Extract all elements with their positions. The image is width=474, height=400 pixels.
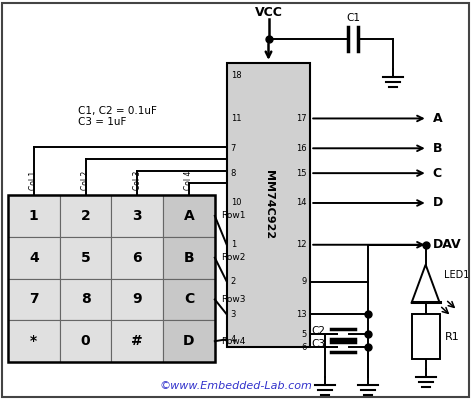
Bar: [8, 278, 60, 320]
Text: A: A: [433, 112, 442, 125]
Text: 18: 18: [231, 71, 241, 80]
Text: 2: 2: [231, 277, 236, 286]
Text: C1: C1: [346, 13, 360, 23]
Bar: [60, 320, 111, 362]
Text: 8: 8: [231, 169, 236, 178]
Bar: [8, 195, 60, 237]
Text: 3: 3: [231, 310, 236, 319]
Text: C: C: [433, 167, 442, 180]
Text: 17: 17: [296, 114, 306, 123]
Text: *: *: [30, 334, 37, 348]
Bar: [163, 320, 215, 362]
Text: 1: 1: [231, 240, 236, 249]
Bar: [111, 278, 163, 320]
Bar: [60, 195, 111, 237]
Text: 5: 5: [301, 330, 306, 339]
Text: Row1: Row1: [221, 212, 245, 220]
Text: ©www.Embedded-Lab.com: ©www.Embedded-Lab.com: [159, 381, 312, 391]
Text: B: B: [433, 142, 442, 155]
Bar: [111, 320, 163, 362]
Text: 7: 7: [29, 292, 38, 306]
Bar: [8, 237, 60, 278]
Text: 6: 6: [132, 251, 142, 265]
Text: R1: R1: [445, 332, 459, 342]
Text: Row3: Row3: [221, 295, 245, 304]
Text: C: C: [184, 292, 194, 306]
Bar: [163, 278, 215, 320]
Text: 3: 3: [132, 209, 142, 223]
Text: 11: 11: [231, 114, 241, 123]
Bar: [163, 237, 215, 278]
Bar: [412, 314, 439, 359]
Text: 5: 5: [81, 251, 91, 265]
Text: Col 4: Col 4: [184, 171, 193, 190]
Text: DAV: DAV: [433, 238, 461, 251]
Bar: [227, 63, 310, 347]
Text: 14: 14: [296, 198, 306, 208]
Bar: [60, 237, 111, 278]
Text: C3: C3: [311, 339, 325, 349]
Text: 6: 6: [301, 343, 306, 352]
Text: 9: 9: [301, 277, 306, 286]
Text: Col 2: Col 2: [81, 171, 90, 190]
Text: MM74C922: MM74C922: [264, 170, 273, 240]
Text: Col 3: Col 3: [133, 171, 142, 190]
Text: Row4: Row4: [221, 337, 245, 346]
Text: B: B: [183, 251, 194, 265]
Text: Row2: Row2: [221, 253, 245, 262]
Text: D: D: [433, 196, 443, 210]
Text: 9: 9: [132, 292, 142, 306]
Text: LED1: LED1: [444, 270, 469, 280]
Text: 12: 12: [296, 240, 306, 249]
Text: D: D: [183, 334, 195, 348]
Bar: [8, 195, 215, 362]
Text: Col 1: Col 1: [29, 171, 38, 190]
Text: 16: 16: [296, 144, 306, 153]
Text: 15: 15: [296, 169, 306, 178]
Text: C1, C2 = 0.1uF
C3 = 1uF: C1, C2 = 0.1uF C3 = 1uF: [78, 106, 156, 127]
Text: C2: C2: [311, 326, 325, 336]
Text: A: A: [183, 209, 194, 223]
Bar: [163, 195, 215, 237]
Text: 13: 13: [296, 310, 306, 319]
Text: #: #: [131, 334, 143, 348]
Bar: [111, 195, 163, 237]
Text: 4: 4: [29, 251, 39, 265]
Polygon shape: [412, 265, 439, 302]
Text: 10: 10: [231, 198, 241, 208]
Bar: [8, 320, 60, 362]
Text: 0: 0: [81, 334, 91, 348]
Bar: [111, 237, 163, 278]
Text: 2: 2: [81, 209, 91, 223]
Text: 7: 7: [231, 144, 236, 153]
Text: VCC: VCC: [255, 6, 283, 19]
Text: 1: 1: [29, 209, 39, 223]
Bar: [60, 278, 111, 320]
Text: 4: 4: [231, 335, 236, 344]
Text: 8: 8: [81, 292, 91, 306]
